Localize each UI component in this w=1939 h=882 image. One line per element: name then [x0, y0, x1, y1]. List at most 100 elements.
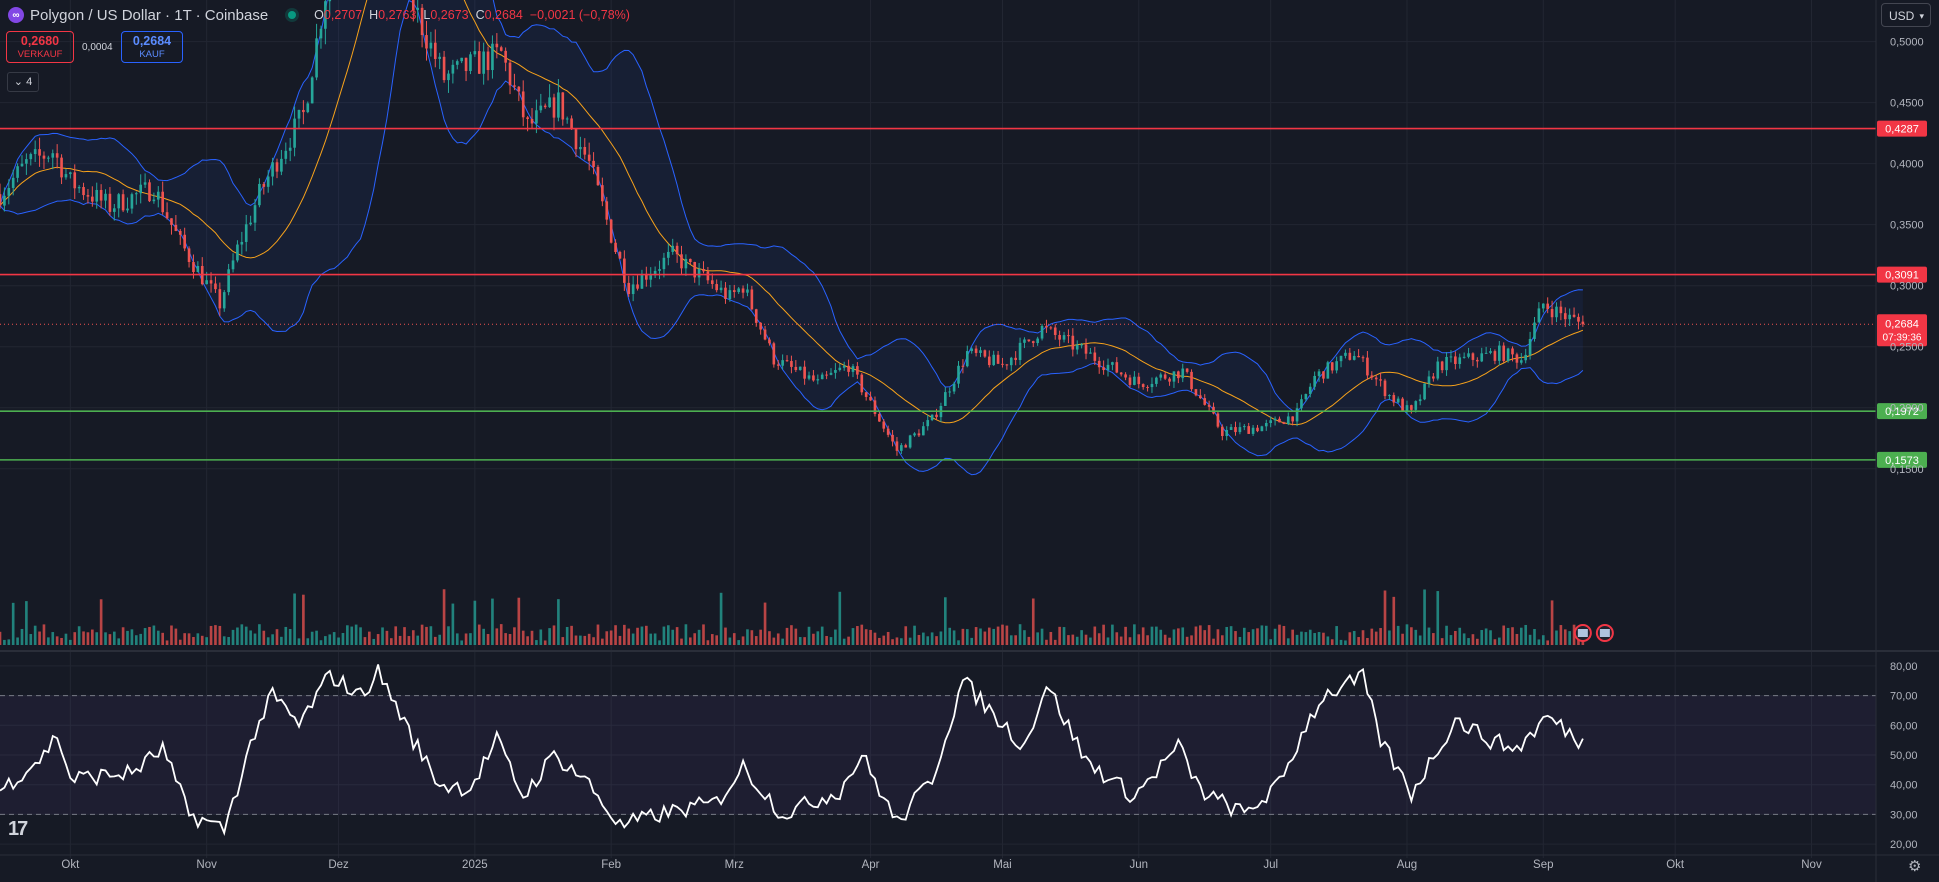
candle-body[interactable] [1273, 418, 1277, 421]
candle-body[interactable] [1497, 345, 1501, 361]
market-status-icon[interactable] [288, 11, 297, 19]
candle-body[interactable] [557, 92, 560, 118]
candle-body[interactable] [1203, 398, 1207, 405]
candle-body[interactable] [987, 356, 991, 366]
candle-body[interactable] [1049, 327, 1053, 329]
candle-body[interactable] [288, 147, 292, 151]
candle-body[interactable] [473, 51, 477, 55]
candle-body[interactable] [499, 47, 503, 51]
candle-body[interactable] [306, 103, 310, 113]
candle-body[interactable] [86, 195, 90, 197]
candle-body[interactable] [319, 28, 323, 39]
candle-body[interactable] [1177, 371, 1180, 379]
candle-body[interactable] [482, 51, 485, 74]
candle-body[interactable] [1339, 355, 1343, 362]
candle-body[interactable] [1405, 405, 1409, 411]
candle-body[interactable] [1137, 376, 1141, 385]
candle-body[interactable] [11, 177, 15, 188]
candle-body[interactable] [1071, 335, 1075, 350]
candle-body[interactable] [561, 92, 565, 120]
candle-body[interactable] [222, 292, 226, 309]
candle-body[interactable] [513, 85, 516, 87]
candle-body[interactable] [231, 260, 235, 270]
candle-body[interactable] [1308, 386, 1312, 395]
candle-body[interactable] [653, 270, 657, 276]
candle-body[interactable] [649, 275, 653, 280]
candle-body[interactable] [1528, 338, 1532, 355]
candle-body[interactable] [1009, 357, 1013, 366]
candle-body[interactable] [1212, 406, 1215, 414]
candle-body[interactable] [530, 119, 534, 124]
candle-body[interactable] [117, 194, 121, 209]
candle-body[interactable] [922, 426, 925, 436]
candle-body[interactable] [1264, 423, 1268, 427]
candle-body[interactable] [776, 364, 780, 366]
candle-body[interactable] [1216, 413, 1220, 427]
candle-body[interactable] [1058, 334, 1061, 340]
rsi-line[interactable] [0, 664, 1584, 837]
candle-body[interactable] [310, 77, 314, 104]
indicators-toggle-button[interactable]: ⌄ 4 [7, 72, 39, 92]
candle-body[interactable] [623, 258, 626, 283]
candle-body[interactable] [477, 51, 481, 74]
candle-body[interactable] [1524, 354, 1528, 361]
candle-body[interactable] [781, 360, 784, 366]
candle-body[interactable] [1229, 427, 1233, 430]
candle-body[interactable] [1550, 308, 1554, 318]
candle-body[interactable] [20, 163, 24, 167]
candle-body[interactable] [1568, 314, 1571, 320]
candle-body[interactable] [671, 245, 675, 252]
candle-body[interactable] [842, 365, 846, 368]
candle-body[interactable] [684, 258, 688, 269]
candle-body[interactable] [38, 149, 41, 156]
candle-body[interactable] [139, 184, 143, 194]
candle-body[interactable] [609, 219, 613, 243]
candle-body[interactable] [3, 195, 6, 206]
candle-body[interactable] [917, 433, 921, 436]
candle-body[interactable] [249, 222, 252, 225]
candle-body[interactable] [882, 421, 886, 429]
candle-body[interactable] [1115, 362, 1119, 373]
candle-body[interactable] [706, 271, 710, 281]
candle-body[interactable] [1005, 364, 1009, 366]
candle-body[interactable] [438, 56, 442, 59]
candle-body[interactable] [1396, 398, 1400, 403]
candle-body[interactable] [1515, 354, 1519, 363]
candle-body[interactable] [825, 374, 828, 376]
tradingview-logo[interactable]: 17 [8, 818, 28, 840]
candle-body[interactable] [754, 309, 758, 323]
candle-body[interactable] [1225, 429, 1229, 437]
candle-body[interactable] [1133, 376, 1136, 385]
candle-body[interactable] [196, 266, 200, 273]
candle-body[interactable] [829, 372, 833, 375]
candle-body[interactable] [1027, 339, 1031, 342]
candle-body[interactable] [33, 149, 37, 155]
candle-body[interactable] [1344, 352, 1347, 356]
candle-body[interactable] [548, 97, 551, 108]
candle-body[interactable] [1141, 384, 1145, 388]
candle-body[interactable] [970, 348, 974, 352]
candle-body[interactable] [627, 282, 631, 295]
candle-body[interactable] [315, 38, 318, 78]
candle-body[interactable] [495, 43, 499, 48]
candle-body[interactable] [1572, 314, 1576, 317]
candle-body[interactable] [904, 445, 908, 448]
candle-body[interactable] [878, 413, 881, 422]
candle-body[interactable] [1533, 322, 1536, 339]
candle-body[interactable] [455, 61, 459, 65]
candle-body[interactable] [1484, 352, 1488, 354]
candle-body[interactable] [134, 193, 138, 195]
candle-body[interactable] [187, 248, 191, 263]
candle-body[interactable] [1467, 353, 1470, 357]
candle-body[interactable] [244, 224, 248, 242]
candle-body[interactable] [900, 445, 903, 451]
candle-body[interactable] [807, 375, 811, 379]
candle-body[interactable] [1286, 416, 1290, 424]
candle-body[interactable] [324, 1, 327, 29]
candle-body[interactable] [693, 262, 697, 278]
candle-body[interactable] [1238, 427, 1242, 433]
candle-body[interactable] [1036, 338, 1039, 344]
candle-body[interactable] [965, 351, 969, 367]
candle-body[interactable] [1541, 303, 1545, 309]
candle-body[interactable] [152, 199, 156, 202]
